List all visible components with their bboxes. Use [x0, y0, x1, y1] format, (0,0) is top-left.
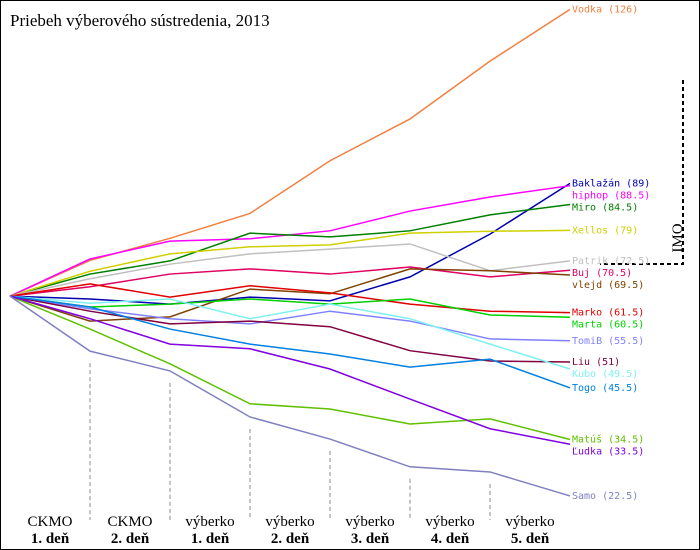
imo-bracket: [600, 80, 684, 265]
series-line: [9, 229, 571, 297]
x-tick-label: výberko: [425, 514, 474, 530]
series-line: [9, 295, 571, 441]
series-label: Baklažán (89): [572, 177, 650, 189]
series-label: hiphop (88.5): [572, 190, 650, 201]
series-label: Samo (22.5): [572, 491, 638, 502]
x-tick-label: výberko: [265, 514, 314, 530]
series-line: [9, 182, 571, 305]
series-label: Liu (51): [572, 357, 620, 368]
series-label: Buj (70.5): [572, 268, 632, 279]
series-line: [9, 266, 571, 297]
series-label: Patrik (72.5): [572, 256, 650, 267]
x-tick-label: 1. deň: [31, 531, 70, 547]
x-tick-label: 2. deň: [111, 531, 150, 547]
x-tick-label: výberko: [185, 514, 234, 530]
series-line: [9, 295, 571, 370]
series-label: Miro (84.5): [572, 202, 638, 213]
x-tick-label: CKMO: [107, 514, 152, 530]
x-tick-label: 3. deň: [351, 531, 390, 547]
x-tick-label: CKMO: [27, 514, 72, 530]
series-label: Togo (45.5): [572, 383, 638, 394]
series-line: [9, 295, 571, 497]
series-line: [9, 295, 571, 445]
series-label: Marta (60.5): [572, 320, 644, 331]
series-line: [9, 203, 571, 297]
series-line: [9, 295, 571, 319]
x-tick-label: výberko: [345, 514, 394, 530]
series-label: Vodka (126): [572, 4, 638, 15]
series-line: [9, 283, 571, 314]
series-label: Ľudka (33.5): [572, 447, 644, 458]
x-tick-label: výberko: [505, 514, 554, 530]
series-label: Xellos (79): [572, 225, 638, 236]
x-tick-label: 1. deň: [191, 531, 230, 547]
series-line: [9, 295, 571, 363]
imo-label: IMO: [670, 223, 686, 252]
series-label: Marko (61.5): [572, 308, 644, 319]
series-line: [9, 268, 571, 322]
x-tick-label: 4. deň: [431, 531, 470, 547]
series-label: Kubo (49.5): [572, 369, 638, 380]
series-label: vlejd (69.5): [572, 280, 644, 291]
series-line: [9, 295, 571, 389]
series-label: TomiB (55.5): [572, 336, 644, 347]
x-tick-label: 5. deň: [511, 531, 550, 547]
x-tick-label: 2. deň: [271, 531, 310, 547]
chart-title: Priebeh výberového sústredenia, 2013: [10, 11, 270, 30]
series-label: Matúš (34.5): [572, 434, 644, 446]
series-line: [9, 243, 571, 297]
